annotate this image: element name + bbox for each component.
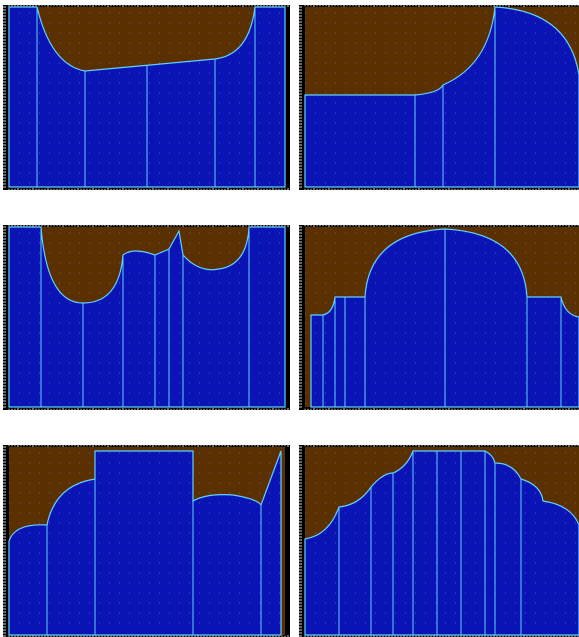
panel-3-diagram [3,225,289,410]
panel-4-dividers [322,229,562,407]
panel-2-fill [304,6,579,188]
ruler-ticks [299,225,579,410]
panel-3-dividers [40,227,250,407]
ruler-ticks [299,5,579,190]
panel-2 [299,5,579,190]
panel-5-dividers [46,451,282,635]
ruler-ticks [3,225,289,410]
panel-5-diagram [3,445,289,637]
panel-4 [299,225,579,410]
panel-1-dividers [36,7,256,187]
panel-3-fill [8,226,286,408]
panel-6-diagram [299,445,579,637]
panel-2-dividers [414,7,496,187]
panel-4-diagram [299,225,579,410]
panel-2-diagram [299,5,579,190]
panel-1 [3,5,290,190]
panel-6 [299,445,579,637]
panel-1-diagram [3,5,289,190]
ruler-ticks [3,5,289,190]
panel-3 [3,225,290,410]
panel-5 [3,445,290,637]
